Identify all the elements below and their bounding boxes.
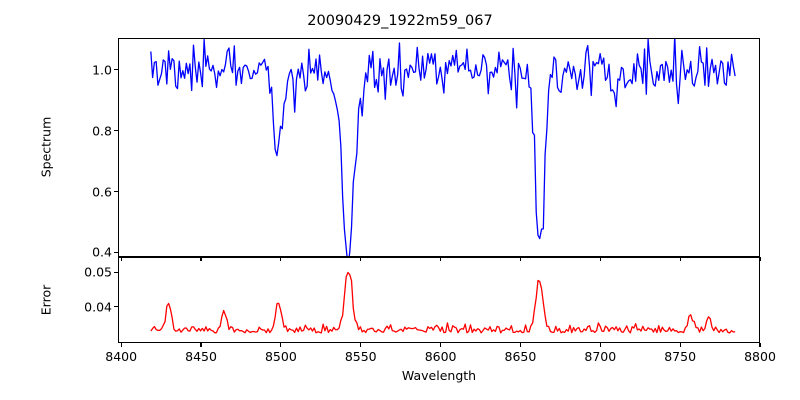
x-tick-mark-spectrum bbox=[200, 257, 202, 261]
x-tick-label: 8600 bbox=[424, 349, 457, 364]
x-tick-label: 8700 bbox=[584, 349, 617, 364]
x-tick-label: 8500 bbox=[264, 349, 297, 364]
x-tick-mark-spectrum bbox=[679, 257, 681, 261]
x-tick-label: 8400 bbox=[105, 349, 138, 364]
spectrum-line-series bbox=[119, 39, 759, 256]
x-tick-mark-spectrum bbox=[439, 257, 442, 261]
x-tick-mark-error bbox=[679, 343, 681, 347]
x-axis-label-wavelength: Wavelength bbox=[401, 368, 477, 383]
x-tick-label: 8800 bbox=[744, 349, 776, 364]
x-tick-mark-spectrum bbox=[599, 257, 601, 261]
x-tick-mark-error bbox=[200, 343, 202, 347]
x-tick-mark-error bbox=[360, 343, 362, 347]
x-tick-mark-spectrum bbox=[360, 257, 362, 261]
x-tick-mark-spectrum bbox=[280, 257, 282, 261]
x-tick-mark-error bbox=[519, 343, 521, 347]
x-tick-mark-spectrum bbox=[519, 257, 521, 261]
spectrum-plot-panel bbox=[118, 38, 760, 257]
x-tick-mark-spectrum bbox=[120, 257, 122, 261]
x-tick-mark-error bbox=[439, 343, 442, 347]
y-axis-label-spectrum: Spectrum bbox=[38, 116, 54, 178]
x-tick-mark-error bbox=[599, 343, 601, 347]
x-tick-mark-error bbox=[120, 343, 122, 347]
y-tick-mark-spectrum bbox=[114, 69, 118, 71]
x-tick-label: 8550 bbox=[344, 349, 377, 364]
y-tick-mark-spectrum bbox=[114, 251, 118, 253]
error-plot-panel bbox=[118, 257, 760, 343]
y-tick-label-spectrum: 0.4 bbox=[92, 244, 112, 260]
y-axis-label-error: Error bbox=[38, 284, 54, 316]
y-tick-label-error: 0.05 bbox=[84, 264, 112, 280]
page-title: 20090429_1922m59_067 bbox=[307, 13, 493, 29]
y-tick-label-spectrum: 0.6 bbox=[92, 184, 112, 200]
x-tick-label: 8450 bbox=[185, 349, 217, 364]
error-line-series bbox=[119, 258, 759, 342]
y-tick-label-spectrum: 0.8 bbox=[92, 123, 112, 139]
y-tick-label-spectrum: 1.0 bbox=[92, 62, 112, 78]
x-tick-mark-error bbox=[759, 343, 761, 347]
x-tick-label: 8650 bbox=[504, 349, 537, 364]
y-tick-mark-error bbox=[114, 271, 118, 274]
y-tick-mark-spectrum bbox=[114, 191, 118, 193]
x-tick-label: 8750 bbox=[664, 349, 697, 364]
y-tick-mark-error bbox=[114, 306, 118, 308]
y-tick-label-error: 0.04 bbox=[84, 299, 112, 315]
y-tick-mark-spectrum bbox=[114, 130, 118, 132]
x-tick-mark-spectrum bbox=[759, 257, 761, 261]
x-tick-mark-error bbox=[280, 343, 282, 347]
